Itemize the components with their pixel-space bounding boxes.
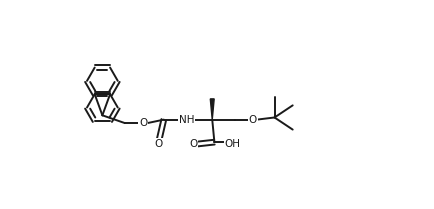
Text: O: O [249,115,257,125]
Text: O: O [189,139,197,149]
Text: O: O [139,118,147,128]
Text: O: O [155,139,163,149]
Polygon shape [210,99,214,120]
Text: NH: NH [178,115,194,125]
Text: OH: OH [224,139,240,149]
